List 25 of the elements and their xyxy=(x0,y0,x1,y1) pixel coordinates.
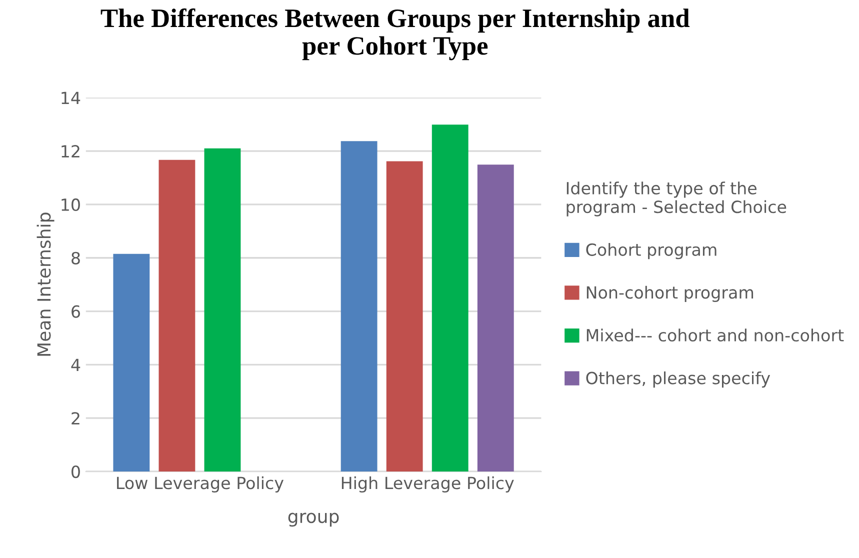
bar xyxy=(158,160,196,472)
legend-label: Mixed--- cohort and non-cohort xyxy=(586,328,844,342)
legend-title: Identify the type of the program - Selected Choice xyxy=(566,182,786,216)
bar xyxy=(204,148,241,472)
y-tick-label: 8 xyxy=(72,252,80,264)
x-tick-label: High Leverage Policy xyxy=(342,476,514,492)
y-tick-label: 2 xyxy=(72,412,80,424)
chart-title: The Differences Between Groups per Internship and per Cohort Type xyxy=(100,8,690,60)
x-axis-title: group xyxy=(288,512,339,527)
bar xyxy=(477,164,514,472)
y-tick-label: 12 xyxy=(62,145,80,158)
bar xyxy=(432,124,468,472)
legend-label: Cohort program xyxy=(586,243,716,260)
x-tick-label: Low Leverage Policy xyxy=(117,476,284,492)
y-tick-label: 14 xyxy=(62,92,80,104)
y-tick-label: 0 xyxy=(72,465,80,478)
bar xyxy=(340,141,378,472)
y-tick-label: 6 xyxy=(72,305,80,318)
y-tick-label: 10 xyxy=(62,198,80,212)
legend-label: Others, please specify xyxy=(586,371,770,388)
y-axis-title: Mean Internship xyxy=(36,212,54,356)
legend-label: Non-cohort program xyxy=(586,286,754,302)
y-tick-label: 4 xyxy=(71,358,80,372)
bar xyxy=(386,161,423,472)
bar xyxy=(113,254,150,472)
